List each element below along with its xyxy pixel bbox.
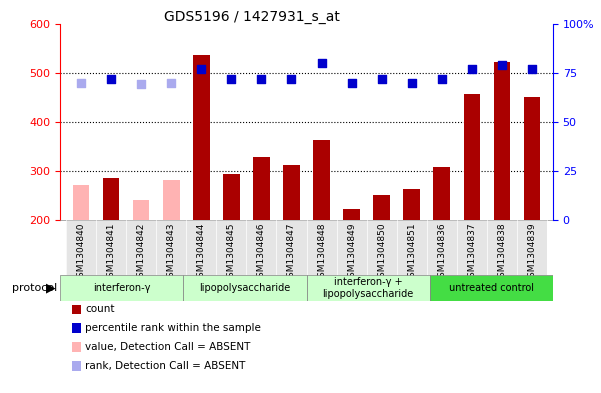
Point <box>227 75 236 82</box>
Point <box>377 75 386 82</box>
Bar <box>103 178 120 220</box>
Text: value, Detection Call = ABSENT: value, Detection Call = ABSENT <box>85 342 251 352</box>
Text: GSM1304844: GSM1304844 <box>197 223 206 283</box>
Bar <box>397 220 427 275</box>
Text: GSM1304845: GSM1304845 <box>227 223 236 283</box>
Text: rank, Detection Call = ABSENT: rank, Detection Call = ABSENT <box>85 361 246 371</box>
Bar <box>403 189 420 220</box>
Point <box>257 75 266 82</box>
Text: untreated control: untreated control <box>449 283 534 293</box>
Bar <box>253 157 270 220</box>
Bar <box>163 180 180 220</box>
Text: GSM1304837: GSM1304837 <box>468 223 476 283</box>
Text: GSM1304850: GSM1304850 <box>377 223 386 283</box>
Bar <box>276 220 307 275</box>
Bar <box>307 220 337 275</box>
Bar <box>457 220 487 275</box>
Text: GSM1304843: GSM1304843 <box>167 223 175 283</box>
Text: protocol: protocol <box>12 283 57 293</box>
Point <box>437 75 447 82</box>
Point <box>106 75 116 82</box>
Bar <box>367 220 397 275</box>
Point <box>497 62 507 68</box>
Bar <box>487 220 517 275</box>
Bar <box>343 209 360 220</box>
Point <box>407 79 416 86</box>
Bar <box>283 165 300 220</box>
Bar <box>313 140 330 220</box>
Text: GSM1304847: GSM1304847 <box>287 223 296 283</box>
Bar <box>73 185 90 220</box>
Bar <box>66 220 96 275</box>
FancyBboxPatch shape <box>60 275 183 301</box>
Bar <box>337 220 367 275</box>
Bar <box>156 220 186 275</box>
FancyBboxPatch shape <box>183 275 307 301</box>
Point <box>317 60 326 66</box>
Text: GSM1304838: GSM1304838 <box>498 223 506 283</box>
Bar <box>96 220 126 275</box>
Point <box>527 66 537 72</box>
FancyBboxPatch shape <box>307 275 430 301</box>
Bar <box>193 55 210 220</box>
Bar <box>186 220 216 275</box>
Bar <box>133 200 150 220</box>
Bar <box>523 97 540 220</box>
Text: GSM1304841: GSM1304841 <box>107 223 115 283</box>
Bar <box>126 220 156 275</box>
Bar <box>216 220 246 275</box>
Point <box>197 66 206 72</box>
Text: GSM1304839: GSM1304839 <box>528 223 536 283</box>
Text: percentile rank within the sample: percentile rank within the sample <box>85 323 261 333</box>
Bar <box>223 174 240 220</box>
Text: GSM1304848: GSM1304848 <box>317 223 326 283</box>
Bar <box>433 167 450 220</box>
Bar <box>246 220 276 275</box>
Bar <box>427 220 457 275</box>
Point <box>136 81 146 88</box>
Point <box>76 79 86 86</box>
FancyBboxPatch shape <box>430 275 553 301</box>
Bar <box>517 220 547 275</box>
Bar <box>373 195 390 220</box>
Point <box>166 79 176 86</box>
Bar <box>463 94 480 220</box>
Bar <box>493 62 510 220</box>
Text: ▶: ▶ <box>46 281 56 294</box>
Text: GDS5196 / 1427931_s_at: GDS5196 / 1427931_s_at <box>165 10 340 24</box>
Text: GSM1304842: GSM1304842 <box>137 223 145 283</box>
Text: lipopolysaccharide: lipopolysaccharide <box>200 283 290 293</box>
Text: GSM1304851: GSM1304851 <box>407 223 416 283</box>
Text: GSM1304836: GSM1304836 <box>438 223 446 283</box>
Text: interferon-γ +
lipopolysaccharide: interferon-γ + lipopolysaccharide <box>323 277 413 299</box>
Point <box>287 75 296 82</box>
Text: GSM1304840: GSM1304840 <box>77 223 85 283</box>
Text: GSM1304846: GSM1304846 <box>257 223 266 283</box>
Text: interferon-γ: interferon-γ <box>93 283 150 293</box>
Text: count: count <box>85 305 115 314</box>
Point <box>467 66 477 72</box>
Point <box>347 79 356 86</box>
Text: GSM1304849: GSM1304849 <box>347 223 356 283</box>
